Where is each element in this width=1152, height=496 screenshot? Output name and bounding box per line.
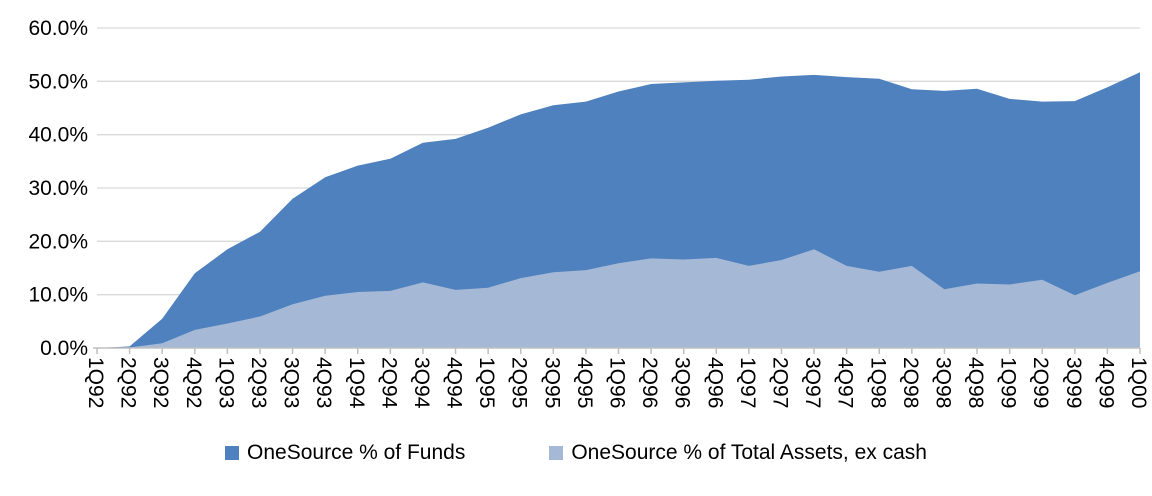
chart-legend: OneSource % of Funds OneSource % of Tota… — [0, 441, 1152, 465]
x-axis-label: 4Q97 — [834, 357, 857, 408]
x-axis-label: 2Q95 — [508, 357, 531, 408]
legend-marker-funds — [225, 446, 240, 460]
x-axis-label: 1Q96 — [606, 357, 629, 408]
x-axis-label: 1Q94 — [345, 357, 368, 409]
y-axis-label: 20.0% — [28, 230, 88, 253]
x-axis-label: 1Q93 — [214, 357, 237, 408]
x-axis-label: 3Q92 — [149, 357, 172, 408]
legend-label-assets: OneSource % of Total Assets, ex cash — [571, 441, 927, 464]
x-axis-label: 4Q96 — [703, 357, 726, 408]
y-axis-label: 10.0% — [28, 284, 88, 307]
x-axis-label: 1Q92 — [84, 357, 107, 408]
x-axis-label: 2Q94 — [377, 357, 400, 409]
x-axis-label: 4Q99 — [1094, 357, 1117, 408]
x-axis-label: 2Q97 — [769, 357, 792, 408]
area-series-assets — [97, 249, 1140, 348]
x-axis-label: 4Q93 — [312, 357, 335, 408]
x-axis-label: 3Q96 — [671, 357, 694, 408]
x-axis-label: 4Q92 — [182, 357, 205, 408]
x-axis-label: 2Q99 — [1029, 357, 1052, 408]
x-axis-label: 1Q97 — [736, 357, 759, 408]
y-axis-label: 0.0% — [40, 337, 88, 360]
x-axis-label: 1Q98 — [866, 357, 889, 408]
x-axis-label: 2Q92 — [117, 357, 140, 408]
legend-item-assets: OneSource % of Total Assets, ex cash — [549, 441, 927, 465]
x-axis-label: 4Q98 — [964, 357, 987, 408]
x-axis-label: 2Q98 — [899, 357, 922, 408]
x-axis-label: 3Q93 — [280, 357, 303, 408]
x-axis-label: 2Q93 — [247, 357, 270, 408]
x-axis-label: 4Q95 — [573, 357, 596, 408]
x-axis-label: 3Q95 — [540, 357, 563, 408]
x-axis-label: 3Q99 — [1062, 357, 1085, 408]
legend-item-funds: OneSource % of Funds — [225, 441, 465, 465]
x-axis-label: 1Q00 — [1127, 357, 1150, 408]
y-axis-label: 60.0% — [28, 17, 88, 40]
x-axis-label: 3Q98 — [931, 357, 954, 408]
y-axis-label: 30.0% — [28, 177, 88, 200]
legend-label-funds: OneSource % of Funds — [247, 441, 466, 464]
x-axis-label: 2Q96 — [638, 357, 661, 408]
x-axis-label: 1Q99 — [997, 357, 1020, 408]
x-axis-label: 1Q95 — [475, 357, 498, 408]
y-axis-label: 40.0% — [28, 124, 88, 147]
x-axis-label: 3Q97 — [801, 357, 824, 408]
legend-marker-assets — [549, 446, 564, 460]
y-axis-label: 50.0% — [28, 70, 88, 93]
x-axis-label: 4Q94 — [443, 357, 466, 409]
x-axis-label: 3Q94 — [410, 357, 433, 409]
